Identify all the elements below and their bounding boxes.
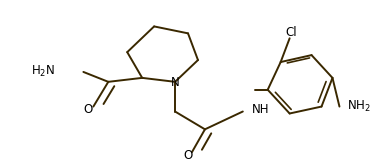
Text: Cl: Cl [286, 26, 298, 39]
Text: NH$_2$: NH$_2$ [347, 99, 371, 114]
Text: O: O [183, 149, 193, 162]
Text: N: N [171, 76, 179, 89]
Text: H$_2$N: H$_2$N [31, 64, 56, 80]
Text: O: O [84, 103, 93, 116]
Text: NH: NH [252, 103, 269, 116]
